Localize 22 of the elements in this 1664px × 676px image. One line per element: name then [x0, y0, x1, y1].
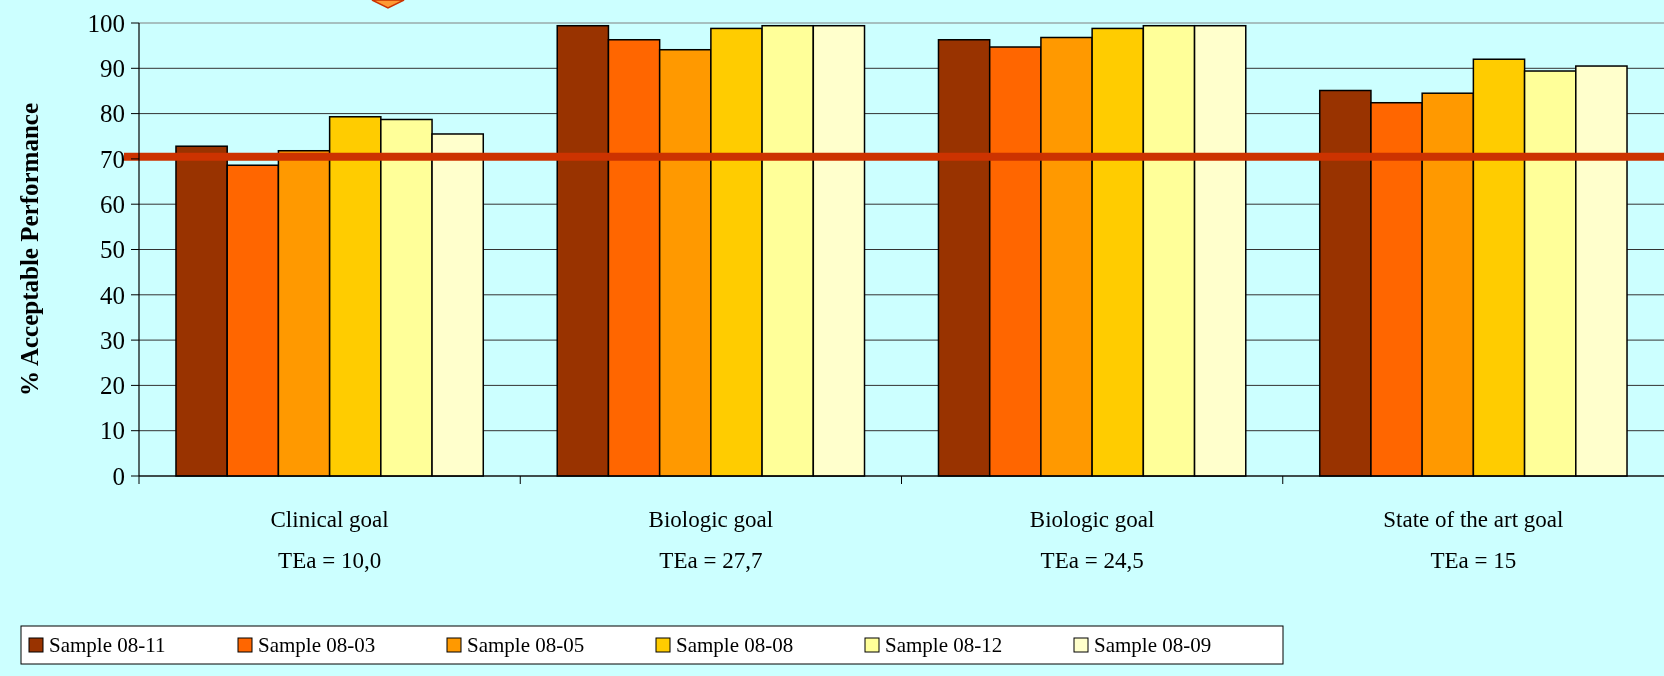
- x-tick-label: State of the art goal TEa = 15: [1383, 507, 1564, 573]
- x-tick-label: Biologic goal TEa = 24,5: [1029, 507, 1155, 573]
- legend-label: Sample 08-08: [676, 633, 794, 658]
- y-tick-label: 10: [100, 417, 125, 445]
- legend-label: Sample 08-09: [1094, 633, 1212, 658]
- x-tick-label: Clinical goal TEa = 10,0: [270, 507, 389, 573]
- y-tick-label: 20: [100, 372, 125, 400]
- y-tick-label: 50: [100, 236, 125, 264]
- y-tick-label: 0: [112, 462, 125, 490]
- legend-label: Sample 08-03: [258, 633, 376, 658]
- y-tick-label: 60: [100, 190, 125, 218]
- y-tick-label: 80: [100, 100, 125, 128]
- y-tick-label: 70: [100, 145, 125, 173]
- y-tick-label: 100: [87, 9, 125, 37]
- y-tick-label: 30: [100, 326, 125, 354]
- legend-label: Sample 08-11: [49, 633, 166, 658]
- y-axis-title: % Acceptable Performance: [16, 103, 43, 396]
- y-tick-label: 40: [100, 281, 125, 309]
- x-tick-label: Biologic goal TEa = 27,7: [648, 507, 774, 573]
- legend-label: Sample 08-12: [885, 633, 1003, 658]
- y-tick-label: 90: [100, 55, 125, 83]
- legend-label: Sample 08-05: [467, 633, 585, 658]
